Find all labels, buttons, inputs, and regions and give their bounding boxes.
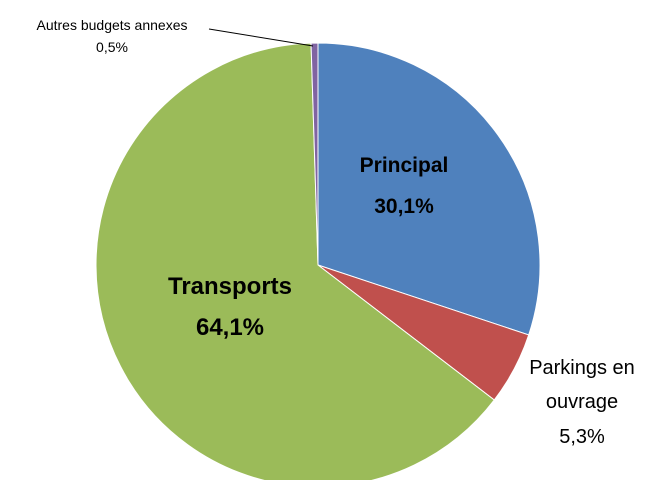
pie-slice-autres-budgets-annexes [310,42,319,266]
pie-slice-principal [317,42,541,336]
label-parkings-percent: 5,3% [559,426,605,448]
label-principal-name: Principal [360,154,449,177]
label-parkings-name-line2: ouvrage [546,391,618,413]
pie-slices [95,42,541,480]
pie-slice-transports [95,42,495,480]
label-autres-name: Autres budgets annexes [37,17,188,33]
label-callout-line [208,28,314,47]
label-transports-name: Transports [168,273,292,300]
label-autres-percent: 0,5% [96,39,128,55]
label-principal-percent: 30,1% [374,195,434,218]
label-parkings-name-line1: Parkings en [529,357,635,379]
label-transports-percent: 64,1% [196,314,264,341]
